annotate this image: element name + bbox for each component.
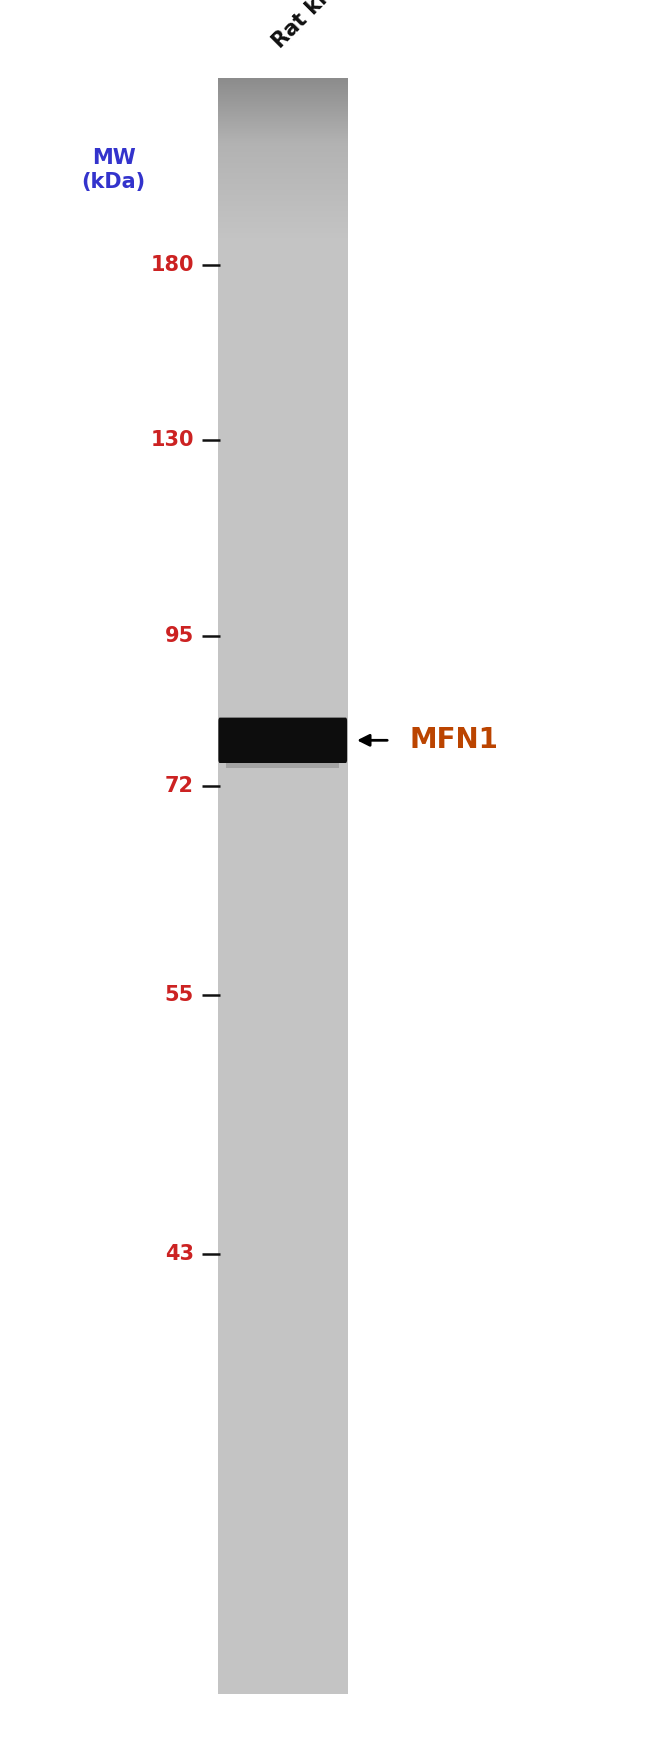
Text: 55: 55	[164, 985, 194, 1006]
Text: 43: 43	[164, 1243, 194, 1264]
Text: 130: 130	[150, 430, 194, 450]
Text: Rat kidney: Rat kidney	[268, 0, 372, 52]
FancyBboxPatch shape	[218, 718, 347, 763]
Bar	[226, 758, 339, 768]
Text: MW
(kDa): MW (kDa)	[82, 148, 146, 192]
Text: MFN1: MFN1	[410, 726, 499, 754]
Text: 72: 72	[164, 775, 194, 796]
Text: 180: 180	[150, 255, 194, 276]
Text: 95: 95	[164, 625, 194, 646]
